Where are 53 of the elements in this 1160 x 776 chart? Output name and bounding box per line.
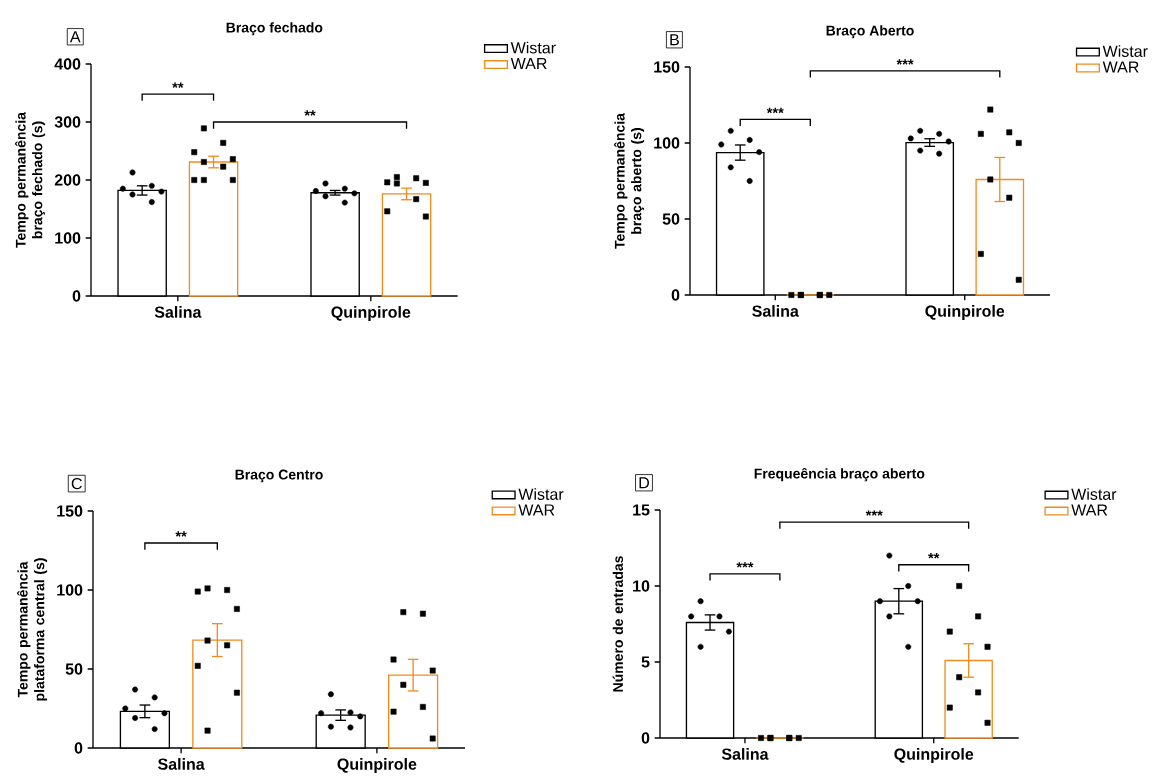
y-tick-label: 100	[57, 584, 83, 596]
y-tick-label: 15	[633, 504, 650, 516]
y-tick-label: 200	[54, 174, 81, 186]
chart-title: Braço Centro	[235, 469, 323, 483]
annotation: **	[304, 110, 316, 116]
legend-label: WAR	[1071, 504, 1108, 516]
annotation: ***	[736, 562, 754, 568]
y-tick-label: 0	[72, 290, 81, 302]
legend-label: Wistar	[518, 488, 564, 500]
chart-title: Braço fechado	[226, 22, 323, 36]
x-tick-label: Salina	[154, 306, 202, 318]
text: ***	[896, 59, 914, 65]
legend-label: Wistar	[1102, 45, 1148, 57]
chart-title: Frequeência braço aberto	[754, 467, 925, 482]
y-tick-label: 100	[654, 137, 680, 149]
y-tick-label: 400	[54, 58, 81, 70]
y-tick-label: 150	[57, 505, 83, 517]
annotation: **	[928, 553, 940, 559]
text: C	[71, 477, 82, 490]
x-tick-label: Salina	[752, 305, 799, 317]
x-tick-label: Quinpirole	[894, 748, 974, 763]
legend-label: WAR	[518, 504, 555, 516]
annotation: **	[175, 531, 187, 537]
y-axis-title: Tempo permanência braço aberto (s)	[614, 112, 645, 249]
x-tick-label: Quinpirole	[331, 306, 411, 321]
x-tick-label: Salina	[158, 758, 205, 770]
x-tick-label: Quinpirole	[337, 758, 417, 773]
annotation: ***	[865, 510, 883, 516]
text: D	[639, 477, 649, 489]
y-axis-title: Tempo permanência braço fechado (s)	[15, 111, 46, 248]
y-axis-title: Tempo permanência plataforma central (s)	[17, 558, 48, 701]
legend-label: WAR	[1102, 61, 1139, 73]
y-tick-label: 0	[74, 742, 83, 754]
y-tick-label: 50	[662, 213, 680, 225]
legend-label: Wistar	[510, 41, 556, 54]
chart-title: Braço Aberto	[826, 25, 914, 39]
y-axis-title: Número de entradas	[612, 556, 624, 692]
legend-label: Wistar	[1071, 488, 1117, 500]
x-tick-label: Salina	[721, 748, 769, 760]
y-tick-label: 50	[65, 663, 83, 675]
y-tick-label: 150	[654, 61, 680, 73]
text: A	[69, 31, 81, 43]
y-tick-label: 0	[641, 732, 650, 744]
y-tick-label: 300	[54, 116, 81, 128]
annotation: ***	[766, 107, 784, 114]
text: B	[670, 34, 679, 46]
x-tick-label: Quinpirole	[925, 305, 1005, 320]
y-tick-label: 5	[641, 656, 650, 668]
legend-label: WAR	[510, 58, 547, 70]
annotation: **	[172, 82, 184, 88]
y-tick-label: 0	[671, 289, 680, 301]
y-tick-label: 100	[55, 232, 81, 244]
y-tick-label: 10	[633, 580, 650, 592]
